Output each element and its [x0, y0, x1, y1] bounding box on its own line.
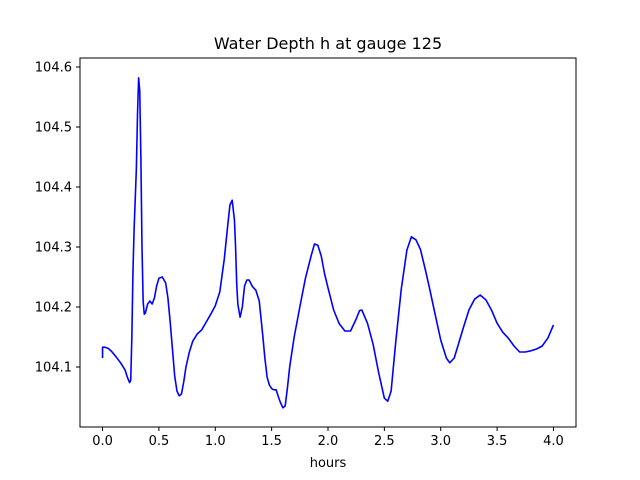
x-tick-label: 2.0	[318, 434, 339, 449]
chart-title: Water Depth h at gauge 125	[214, 34, 442, 53]
series-line-0	[101, 77, 555, 409]
x-axis-label: hours	[310, 456, 347, 471]
plot-content	[101, 77, 555, 409]
y-tick-label: 104.5	[35, 121, 72, 136]
y-axis-ticks: 104.1 104.2 104.3 104.4 104.5 104.6	[35, 61, 80, 376]
x-axis-ticks: 0.0 0.5 1.0 1.5 2.0 2.5 3.0 3.5 4.0	[92, 427, 564, 449]
x-tick-label: 2.5	[374, 434, 395, 449]
x-tick-label: 3.5	[487, 434, 508, 449]
y-tick-label: 104.2	[35, 301, 72, 316]
y-tick-label: 104.3	[35, 241, 72, 256]
plot-area-frame	[79, 57, 577, 428]
y-tick-label: 104.4	[35, 181, 72, 196]
x-tick-label: 0.0	[92, 434, 113, 449]
x-tick-label: 1.5	[261, 434, 282, 449]
x-tick-label: 1.0	[205, 434, 226, 449]
y-tick-label: 104.1	[35, 361, 72, 376]
y-tick-label: 104.6	[35, 61, 72, 76]
x-tick-label: 0.5	[149, 434, 170, 449]
x-tick-label: 4.0	[543, 434, 564, 449]
x-tick-label: 3.0	[430, 434, 451, 449]
